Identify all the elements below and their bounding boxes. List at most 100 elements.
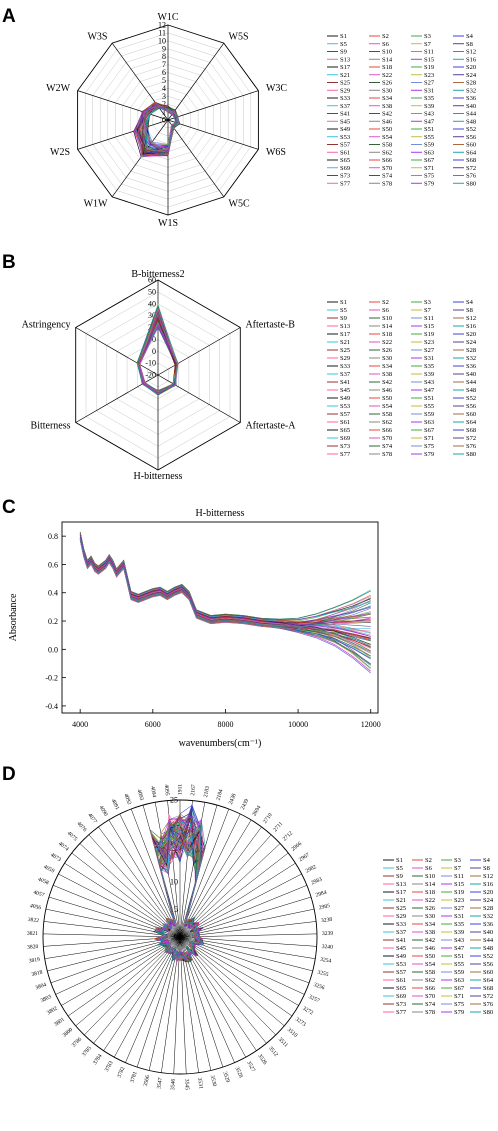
legend-label: S69 <box>340 165 350 172</box>
axis-label: 2966 <box>291 841 304 853</box>
legend-label: S66 <box>382 427 393 434</box>
legend-label: S3 <box>424 33 431 40</box>
axis-label: 3528 <box>234 1066 244 1079</box>
legend-label: S49 <box>340 395 350 402</box>
axis-label: 3782 <box>116 1066 126 1079</box>
axis-spoke <box>61 936 181 1006</box>
legend-label: S7 <box>454 865 462 872</box>
radial-tick-label: 6 <box>162 68 166 77</box>
series-line-S66 <box>79 534 371 623</box>
axis-label: 2711 <box>273 821 285 833</box>
legend-label: S57 <box>340 142 351 149</box>
axis-label: 4058 <box>37 877 50 887</box>
legend-label: S38 <box>382 371 392 378</box>
legend-label: S57 <box>340 411 351 418</box>
series-line-S30 <box>79 540 371 659</box>
legend-label: S48 <box>466 387 476 394</box>
axis-label: 3820 <box>27 944 39 951</box>
axis-spoke <box>179 843 281 938</box>
axis-label: 3238 <box>321 917 333 924</box>
axis-spoke <box>108 819 181 938</box>
legend-label: S68 <box>466 427 476 434</box>
series-line-S26 <box>79 534 371 669</box>
legend-label: S72 <box>466 165 476 172</box>
legend-label: S27 <box>424 80 435 87</box>
x-tick-label: 6000 <box>145 720 161 729</box>
axis-spoke <box>119 813 181 938</box>
legend-label: S64 <box>466 419 477 426</box>
plot-frame <box>61 521 379 714</box>
legend-label: S71 <box>424 165 434 172</box>
legend-label: S31 <box>454 913 464 920</box>
series-line-S75 <box>79 538 371 628</box>
legend-label: S8 <box>466 307 473 314</box>
legend-label: S39 <box>424 103 434 110</box>
axis-spoke <box>167 42 225 121</box>
axis-spoke <box>67 936 181 1017</box>
legend-label: S24 <box>483 897 494 904</box>
legend-label: S62 <box>382 419 392 426</box>
legend-label: S6 <box>382 307 390 314</box>
legend-label: S16 <box>466 56 477 63</box>
axis-label: 3512 <box>267 1045 279 1058</box>
legend-label: S55 <box>424 134 434 141</box>
y-tick-label: 0.8 <box>48 532 58 541</box>
axis-spoke <box>179 936 257 1051</box>
series-line-S27 <box>79 537 371 626</box>
legend-label: S15 <box>424 56 434 63</box>
legend-label: S23 <box>424 339 434 346</box>
radial-tick-label: -10 <box>145 359 156 368</box>
legend-label: S53 <box>340 403 350 410</box>
legend-label: S2 <box>382 299 389 306</box>
legend-label: S68 <box>483 985 493 992</box>
axis-spoke <box>77 119 169 150</box>
legend-label: S41 <box>340 379 350 386</box>
axis-label: 3239 <box>322 931 334 937</box>
legend-label: S40 <box>466 103 476 110</box>
legend-label: S74 <box>382 173 393 180</box>
legend-label: S66 <box>425 985 436 992</box>
series-line-S80 <box>156 824 203 962</box>
legend-label: S60 <box>466 142 476 149</box>
axis-spoke <box>79 843 181 938</box>
axis-label: 2183 <box>203 786 211 798</box>
axis-label: 3818 <box>31 969 44 978</box>
radial-tick-label: 11 <box>158 28 166 37</box>
legend-label: S32 <box>483 913 493 920</box>
legend-label: S27 <box>424 347 435 354</box>
legend-label: S10 <box>425 873 435 880</box>
x-tick-label: 10000 <box>288 720 308 729</box>
legend-label: S62 <box>425 977 435 984</box>
legend-label: S32 <box>466 355 476 362</box>
legend-label: S54 <box>382 134 393 141</box>
series-line-S16 <box>79 531 371 620</box>
axis-label: 3786 <box>71 1036 83 1048</box>
legend-label: S58 <box>425 969 435 976</box>
axis-label: 2438 <box>228 793 238 806</box>
legend-label: S37 <box>396 929 407 936</box>
series-line-S54 <box>79 532 371 621</box>
legend-label: S12 <box>483 873 493 880</box>
axis-label: 2982 <box>305 864 318 875</box>
legend-label: S68 <box>466 157 476 164</box>
axis-label: 3529 <box>221 1071 230 1084</box>
legend-label: S53 <box>396 961 406 968</box>
axis-spoke <box>43 921 181 938</box>
legend-label: S10 <box>382 315 392 322</box>
axis-spoke <box>75 936 181 1027</box>
legend-label: S48 <box>466 118 476 125</box>
axis-label: 3801 <box>53 1017 66 1028</box>
legend-label: S53 <box>340 134 350 141</box>
legend-label: S80 <box>466 451 476 458</box>
series-line-S31 <box>79 534 371 623</box>
series-line-S63 <box>79 538 371 672</box>
radial-tick-label: 9 <box>162 44 166 53</box>
legend-label: S44 <box>466 111 477 118</box>
panel-title-c: H-bitterness <box>196 508 245 519</box>
series-line-S80 <box>79 538 371 665</box>
axis-label: 3526 <box>256 1053 267 1066</box>
legend-label: S13 <box>396 881 406 888</box>
legend-label: S11 <box>424 315 434 322</box>
series-line-S79 <box>79 535 371 637</box>
legend-label: S16 <box>483 881 494 888</box>
